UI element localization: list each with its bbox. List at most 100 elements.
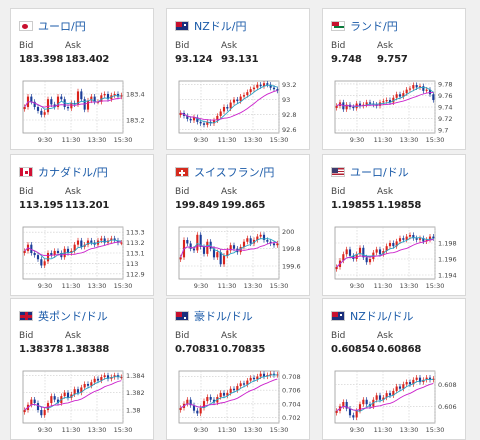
candle (402, 384, 405, 389)
candle (93, 96, 96, 102)
candle (202, 401, 206, 408)
x-tick-label: 13:30 (244, 136, 263, 144)
candle (428, 236, 432, 240)
pair-link[interactable]: ユーロ/ドル (331, 164, 409, 180)
candle (415, 377, 418, 380)
candle (36, 403, 40, 410)
rate-chart[interactable]: 113.3 113.2 113.1 113 112.9 9:30 11:30 13:30 15:… (19, 225, 151, 295)
candle (56, 96, 60, 107)
rate-card-1[interactable]: NZドル/円 Bid Ask 93.124 93.131 93.2 93 92.8 9… (166, 8, 310, 150)
candle (216, 115, 219, 121)
rate-card-3[interactable]: カナダドル/円 Bid Ask 113.195 113.201 113.3 113… (10, 154, 154, 296)
rate-card-0[interactable]: ユーロ/円 Bid Ask 183.398 183.402 183.4 183.2… (10, 8, 154, 150)
pair-name[interactable]: NZドル/ドル (350, 310, 414, 323)
candle (358, 247, 362, 255)
candle (30, 244, 33, 253)
rate-chart[interactable]: 200 199.8 199.6 9:30 11:30 13:30 15:30 (175, 225, 307, 295)
candle (415, 85, 418, 88)
ask-label: Ask (221, 41, 238, 51)
pair-link[interactable]: NZドル/ドル (331, 308, 413, 324)
candle (352, 415, 355, 418)
pair-link[interactable]: ユーロ/円 (19, 18, 86, 34)
pair-link[interactable]: 豪ドル/ドル (175, 308, 253, 324)
rate-card-7[interactable]: 豪ドル/ドル Bid Ask 0.70831 0.70835 0.708 0.70… (166, 298, 310, 440)
candle (418, 238, 422, 240)
candle (232, 388, 236, 391)
candle (219, 111, 222, 116)
bid-label: Bid (19, 41, 34, 51)
x-tick-label: 9:30 (38, 426, 53, 434)
pair-name[interactable]: 豪ドル/ドル (194, 310, 253, 323)
pair-link[interactable]: ランド/円 (331, 18, 398, 34)
pair-name[interactable]: カナダドル/円 (38, 166, 108, 179)
x-tick-label: 11:30 (62, 282, 81, 290)
candle (113, 94, 116, 96)
candle (246, 238, 249, 242)
candle (219, 252, 222, 265)
rate-chart[interactable]: 0.708 0.706 0.704 0.702 9:30 11:30 13:30 15:30 (175, 369, 307, 439)
moving-average-short (24, 239, 122, 260)
x-tick-label: 11:30 (374, 426, 393, 434)
candle (206, 121, 209, 125)
candle (408, 235, 412, 237)
candle (266, 240, 269, 242)
rate-card-6[interactable]: 英ポンド/ドル Bid Ask 1.38378 1.38388 1.384 1.3… (10, 298, 154, 440)
x-tick-label: 13:30 (88, 136, 107, 144)
y-tick-label: 183.4 (126, 91, 145, 99)
candle (30, 399, 33, 405)
rate-card-8[interactable]: NZドル/ドル Bid Ask 0.60854 0.60868 0.608 0.6… (322, 298, 466, 440)
candle (249, 89, 252, 93)
candle (36, 255, 40, 260)
ask-label: Ask (65, 331, 82, 341)
candle (100, 377, 103, 381)
candle (66, 248, 70, 253)
candle (90, 96, 93, 101)
rate-card-5[interactable]: ユーロ/ドル Bid Ask 1.19855 1.19858 1.198 1.19… (322, 154, 466, 296)
pair-name[interactable]: ユーロ/円 (38, 20, 86, 33)
candle (23, 410, 26, 413)
rate-card-2[interactable]: ランド/円 Bid Ask 9.748 9.757 9.78 9.76 9.74 9.… (322, 8, 466, 150)
eu-flag-icon (19, 21, 33, 31)
rate-chart[interactable]: 9.78 9.76 9.74 9.72 9.7 9:30 11:30 13:30 15:30 (331, 79, 463, 149)
pair-name[interactable]: ランド/円 (350, 20, 398, 33)
candle (186, 240, 189, 244)
bid-value: 93.124 (175, 54, 213, 65)
candle (276, 89, 279, 91)
ask-label: Ask (65, 187, 82, 197)
rate-chart[interactable]: 0.608 0.606 9:30 11:30 13:30 15:30 (331, 369, 463, 439)
pair-name[interactable]: NZドル/円 (194, 20, 247, 33)
candle (388, 393, 392, 396)
rate-card-4[interactable]: スイスフラン/円 Bid Ask 199.849 199.865 200 199.… (166, 154, 310, 296)
pair-link[interactable]: NZドル/円 (175, 18, 246, 34)
pair-name[interactable]: スイスフラン/円 (194, 166, 275, 179)
candle (269, 241, 272, 244)
candle (408, 88, 412, 90)
candle (405, 89, 408, 94)
moving-average-long (336, 239, 434, 268)
candle (368, 259, 372, 263)
pair-name[interactable]: 英ポンド/ドル (38, 310, 108, 323)
pair-link[interactable]: 英ポンド/ドル (19, 308, 108, 324)
candle (256, 236, 259, 240)
candle (405, 382, 408, 385)
ask-label: Ask (221, 331, 238, 341)
x-tick-label: 13:30 (400, 282, 419, 290)
bid-value: 1.19855 (331, 200, 376, 211)
candle (365, 102, 368, 105)
x-tick-label: 13:30 (244, 426, 263, 434)
pair-name[interactable]: ユーロ/ドル (350, 166, 409, 179)
pair-link[interactable]: スイスフラン/円 (175, 164, 274, 180)
candle (232, 245, 236, 249)
rate-chart[interactable]: 183.4 183.2 9:30 11:30 13:30 15:30 (19, 79, 151, 149)
za-flag-icon (331, 21, 345, 31)
rate-chart[interactable]: 93.2 93 92.8 92.6 9:30 11:30 13:30 15:30 (175, 79, 307, 149)
rate-chart[interactable]: 1.384 1.382 1.38 9:30 11:30 13:30 15:30 (19, 369, 151, 439)
pair-link[interactable]: カナダドル/円 (19, 164, 108, 180)
rate-chart[interactable]: 1.198 1.196 1.194 9:30 11:30 13:30 15:30 (331, 225, 463, 295)
candle (252, 87, 256, 90)
candle (395, 386, 398, 391)
moving-average-short (180, 84, 278, 124)
candle (113, 375, 116, 378)
rate-grid: ユーロ/円 Bid Ask 183.398 183.402 183.4 183.2… (10, 8, 466, 440)
y-tick-label: 183.2 (126, 117, 145, 125)
